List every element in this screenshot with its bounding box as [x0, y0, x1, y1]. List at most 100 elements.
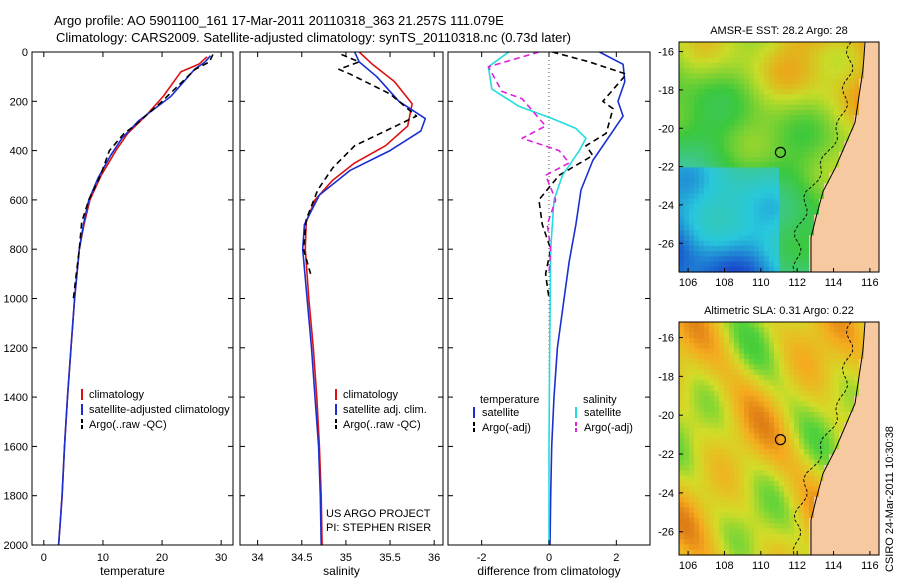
- sla_map-cell: [859, 533, 865, 540]
- sla_map-cell: [844, 327, 850, 334]
- sla_map-cell: [754, 507, 760, 514]
- sla_map-cell: [699, 369, 705, 376]
- sla_map-cell: [829, 343, 835, 350]
- sst_map-cell: [734, 224, 740, 231]
- sst_map-cell: [794, 251, 800, 257]
- temperature-ytick-label-2: 400: [10, 146, 28, 158]
- sla_map-cell: [694, 332, 700, 339]
- sla_map-cell: [864, 396, 870, 403]
- sst_map-cell: [769, 214, 775, 221]
- sla_map-cell: [714, 528, 720, 535]
- sst_map-cell: [769, 204, 775, 210]
- sst_map-cell: [849, 219, 855, 226]
- sla_map-cell: [864, 475, 870, 482]
- sla_map-cell: [714, 496, 720, 503]
- sla_map-cell: [734, 406, 740, 413]
- sla_map-cell: [819, 322, 825, 328]
- sla_map-cell: [784, 401, 790, 408]
- sla_map-cell: [734, 433, 740, 440]
- sst_map-cell: [764, 251, 770, 257]
- sla_map-cell: [774, 353, 780, 360]
- sla_map-cell: [694, 454, 700, 461]
- sst_map-cell: [729, 125, 735, 132]
- sst_map-cell: [804, 151, 810, 158]
- sst_map-cell: [774, 198, 780, 205]
- sla_map-cell: [869, 427, 875, 434]
- sla_map-cell: [824, 396, 830, 403]
- sla_map-cell: [734, 512, 740, 519]
- sst_map-cell: [869, 256, 875, 263]
- sla_map-cell: [779, 528, 785, 535]
- sla_map-cell: [759, 353, 765, 360]
- sla_map-cell: [714, 507, 720, 514]
- sst_map-cell: [824, 157, 830, 163]
- sla_map-cell: [809, 348, 815, 355]
- sst_map-cell: [849, 115, 855, 122]
- sst_map-cell: [774, 251, 780, 257]
- sla_map-cell: [719, 496, 725, 503]
- sla_map-cell: [739, 433, 745, 440]
- sst_map-cell: [699, 146, 705, 153]
- sla_map-cell: [819, 380, 825, 387]
- sla_map-cell: [679, 332, 685, 339]
- sst_map-cell: [789, 245, 795, 252]
- sst_map-cell: [819, 78, 825, 85]
- sla_map-cell: [729, 359, 735, 365]
- sst_map-cell: [679, 89, 685, 95]
- sst_map-cell: [709, 42, 715, 48]
- sst_map-cell: [784, 62, 790, 69]
- sst_map-cell: [684, 68, 690, 74]
- sla_map-cell: [769, 422, 775, 429]
- sla_map-cell: [849, 353, 855, 360]
- sst_map-cell: [754, 109, 760, 116]
- sst_map-cell: [874, 219, 880, 226]
- sla_map-cell: [684, 539, 690, 546]
- sst_map-cell: [819, 99, 825, 106]
- sla_map-cell: [704, 332, 710, 339]
- sst_map-cell: [714, 240, 720, 247]
- sst_map-cell: [694, 193, 700, 200]
- sla_map-cell: [689, 359, 695, 365]
- sst_map-cell: [694, 256, 700, 263]
- sst_map-cell: [834, 47, 840, 54]
- sst_map-cell: [814, 240, 820, 247]
- sst_map-cell: [839, 89, 845, 95]
- sst_map-cell: [869, 57, 875, 64]
- sla_map-cell: [724, 385, 730, 392]
- sla_map-cell: [679, 433, 685, 440]
- sla_map-cell: [699, 364, 705, 371]
- sst_map-cell: [764, 42, 770, 48]
- sla_map-cell: [869, 491, 875, 498]
- sst_map-cell: [699, 157, 705, 163]
- sst_map-cell: [734, 198, 740, 205]
- sla_map-cell: [804, 359, 810, 365]
- sla_map-cell: [874, 422, 880, 429]
- sla_map-cell: [799, 322, 805, 328]
- sla_map-cell: [834, 502, 840, 508]
- sst_map-cell: [684, 89, 690, 95]
- sla_map-cell: [739, 401, 745, 408]
- sla_map-cell: [689, 480, 695, 487]
- sst_map-cell: [779, 89, 785, 95]
- sst_map-cell: [794, 42, 800, 48]
- sla_map-cell: [819, 533, 825, 540]
- sla_map-cell: [784, 470, 790, 477]
- sst_map-cell: [759, 230, 765, 237]
- sst_map-cell: [809, 251, 815, 257]
- sla_map-cell: [724, 539, 730, 546]
- sla_map-cell: [834, 369, 840, 376]
- sst_map-cell: [724, 125, 730, 132]
- sst_map-cell: [749, 94, 755, 101]
- sla_map-cell: [699, 544, 705, 551]
- sla_map-cell: [724, 364, 730, 371]
- sst_map-cell: [769, 219, 775, 226]
- sst_map-cell: [709, 78, 715, 85]
- sst_map-cell: [699, 193, 705, 200]
- sla_map-cell: [744, 454, 750, 461]
- sla_map-cell: [699, 337, 705, 344]
- sla_map-cell: [754, 401, 760, 408]
- sst_map-cell: [814, 177, 820, 184]
- sst_map-cell: [704, 256, 710, 263]
- sla_map-cell: [754, 475, 760, 482]
- sla_map-cell: [849, 337, 855, 344]
